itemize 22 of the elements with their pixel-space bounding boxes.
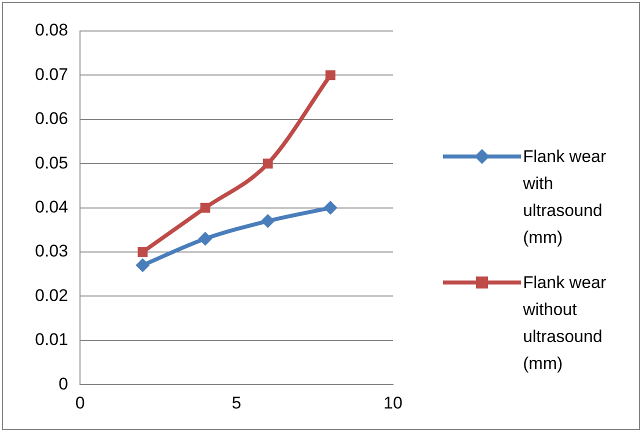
y-tick-label: 0.07: [34, 64, 68, 84]
y-tick-label: 0.01: [34, 330, 68, 350]
x-tick-label: 0: [75, 393, 85, 412]
x-tick-label: 5: [232, 393, 242, 412]
point: [136, 258, 150, 272]
legend-label: Flank wear without ultrasound (mm): [523, 273, 606, 373]
y-tick-label: 0.08: [34, 20, 68, 40]
legend-label: Flank wear with ultrasound (mm): [523, 147, 606, 247]
point: [198, 232, 212, 246]
point: [262, 158, 273, 169]
x-tick-label: 10: [384, 393, 402, 412]
y-tick-label: 0.03: [34, 242, 68, 261]
point: [138, 247, 148, 257]
point: [200, 202, 210, 213]
y-tick-label: 0.05: [34, 153, 68, 172]
point: [325, 70, 336, 80]
point: [323, 200, 338, 215]
y-tick-label: 0.06: [34, 109, 68, 128]
y-tick-label: 0: [58, 374, 68, 394]
point: [260, 214, 275, 228]
y-tick-label: 0.02: [34, 286, 68, 305]
y-tick-label: 0.04: [34, 197, 68, 216]
